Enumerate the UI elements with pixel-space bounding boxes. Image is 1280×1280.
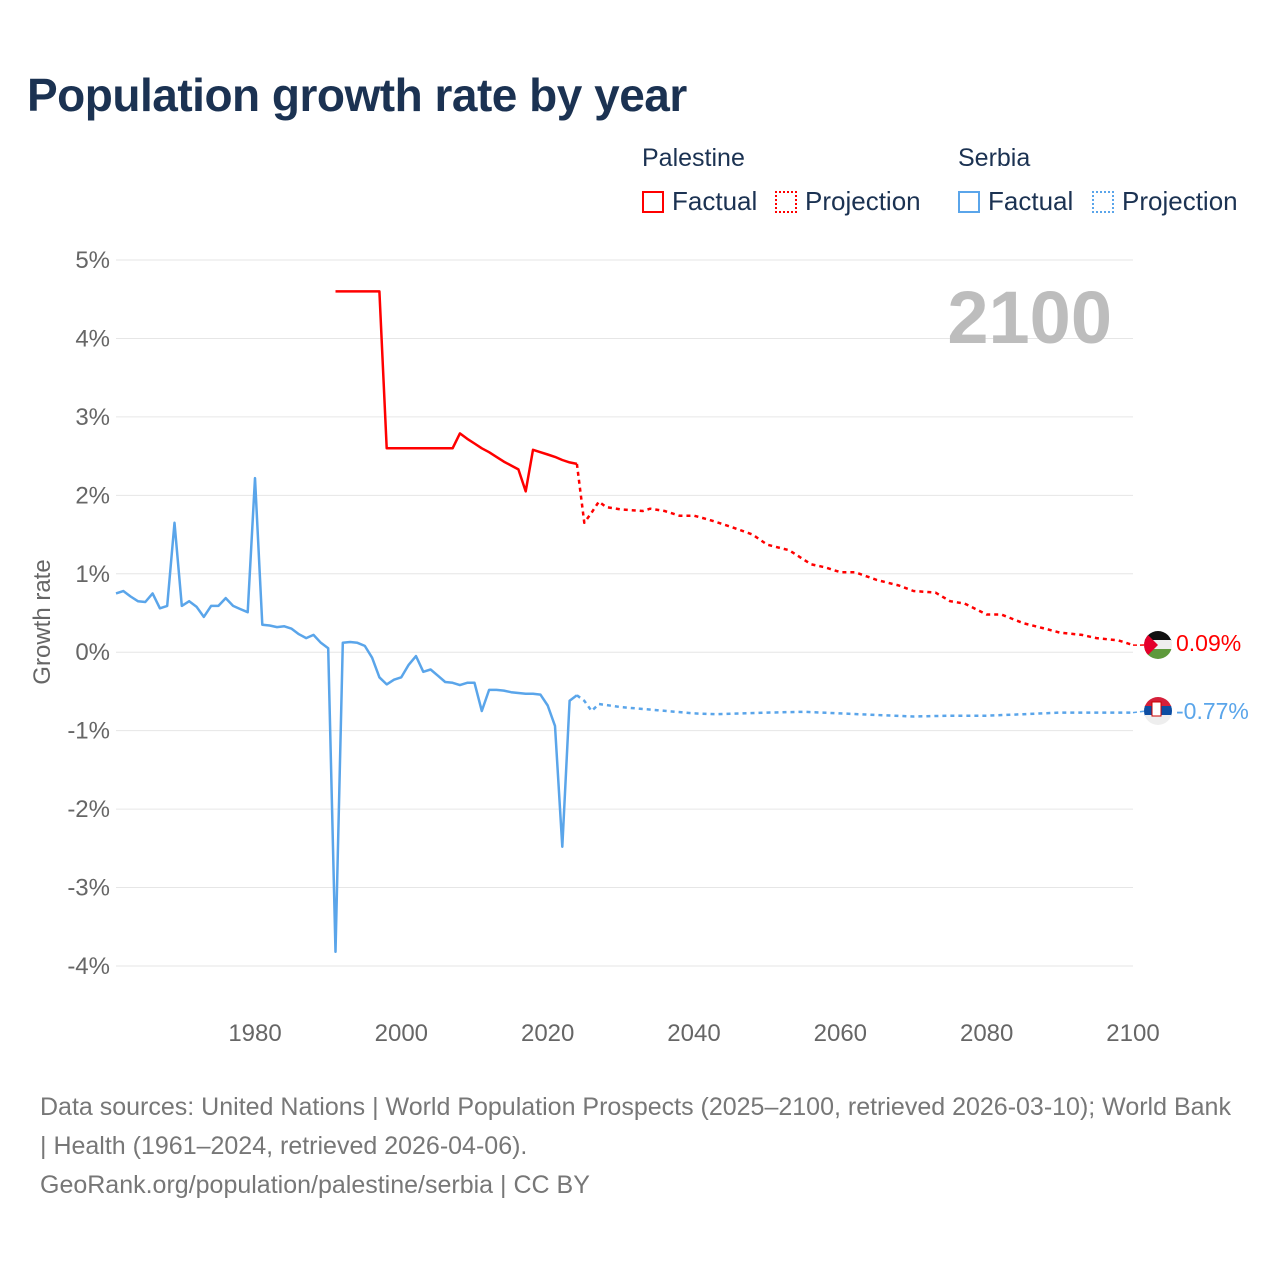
series-palestine-factual: [335, 290, 578, 493]
palestine-flag-icon: [1144, 631, 1172, 659]
legend-group-serbia: Serbia: [958, 144, 1031, 172]
serbia-flag-icon: [1144, 697, 1172, 725]
legend-swatch-dotted: [775, 190, 797, 213]
legend-label: Projection: [805, 186, 921, 216]
serbia-end-label: -0.77%: [1176, 698, 1249, 724]
legend-label: Factual: [672, 186, 758, 216]
legend-serbia-projection[interactable]: Projection: [1092, 186, 1238, 217]
x-tick-label: 2000: [375, 1020, 428, 1047]
legend-swatch-solid: [642, 190, 664, 213]
legend-palestine-factual[interactable]: Factual: [642, 186, 757, 217]
x-tick-label: 2060: [814, 1020, 867, 1047]
y-tick-label: -2%: [67, 796, 110, 823]
chart-title: Population growth rate by year: [27, 69, 687, 121]
data-sources: Data sources: United Nations | World Pop…: [40, 1093, 1231, 1160]
series-palestine-projection: [575, 463, 1134, 647]
y-tick-label: 4%: [75, 325, 110, 352]
y-tick-label: 3%: [75, 404, 110, 431]
legend-palestine-projection[interactable]: Projection: [775, 186, 921, 217]
serbia-connector: [1132, 710, 1147, 714]
y-tick-label: 5%: [75, 247, 110, 274]
x-tick-label: 2080: [960, 1020, 1013, 1047]
x-tick-label: 1980: [228, 1020, 281, 1047]
y-axis-label: Growth rate: [29, 559, 56, 684]
footer: Data sources: United Nations | World Pop…: [40, 1088, 1240, 1205]
legend-swatch-dotted: [1092, 190, 1114, 213]
y-tick-label: -3%: [67, 875, 110, 902]
legend-label: Factual: [988, 186, 1074, 216]
x-tick-label: 2020: [521, 1020, 574, 1047]
legend-serbia-factual[interactable]: Factual: [958, 186, 1073, 217]
chart-area: 5% 4% 3% 2% 1% 0% -1% -2% -3% -4% 1980 2000 2020 2040…: [29, 247, 1249, 1047]
x-tick-label: 2100: [1106, 1020, 1159, 1047]
palestine-end-label: 0.09%: [1176, 630, 1241, 656]
credit-link[interactable]: GeoRank.org/population/palestine/serbia …: [40, 1171, 590, 1199]
y-tick-label: -1%: [67, 718, 110, 745]
year-watermark: 2100: [947, 276, 1112, 359]
series-serbia-projection: [576, 694, 1133, 718]
series-serbia-factual: [115, 476, 578, 954]
y-tick-label: -4%: [67, 953, 110, 980]
y-tick-label: 1%: [75, 561, 110, 588]
legend-swatch-solid: [958, 190, 980, 213]
y-tick-label: 2%: [75, 482, 110, 509]
legend-label: Projection: [1122, 186, 1238, 216]
legend-group-palestine: Palestine: [642, 144, 745, 172]
y-tick-label: 0%: [75, 639, 110, 666]
x-tick-label: 2040: [667, 1020, 720, 1047]
